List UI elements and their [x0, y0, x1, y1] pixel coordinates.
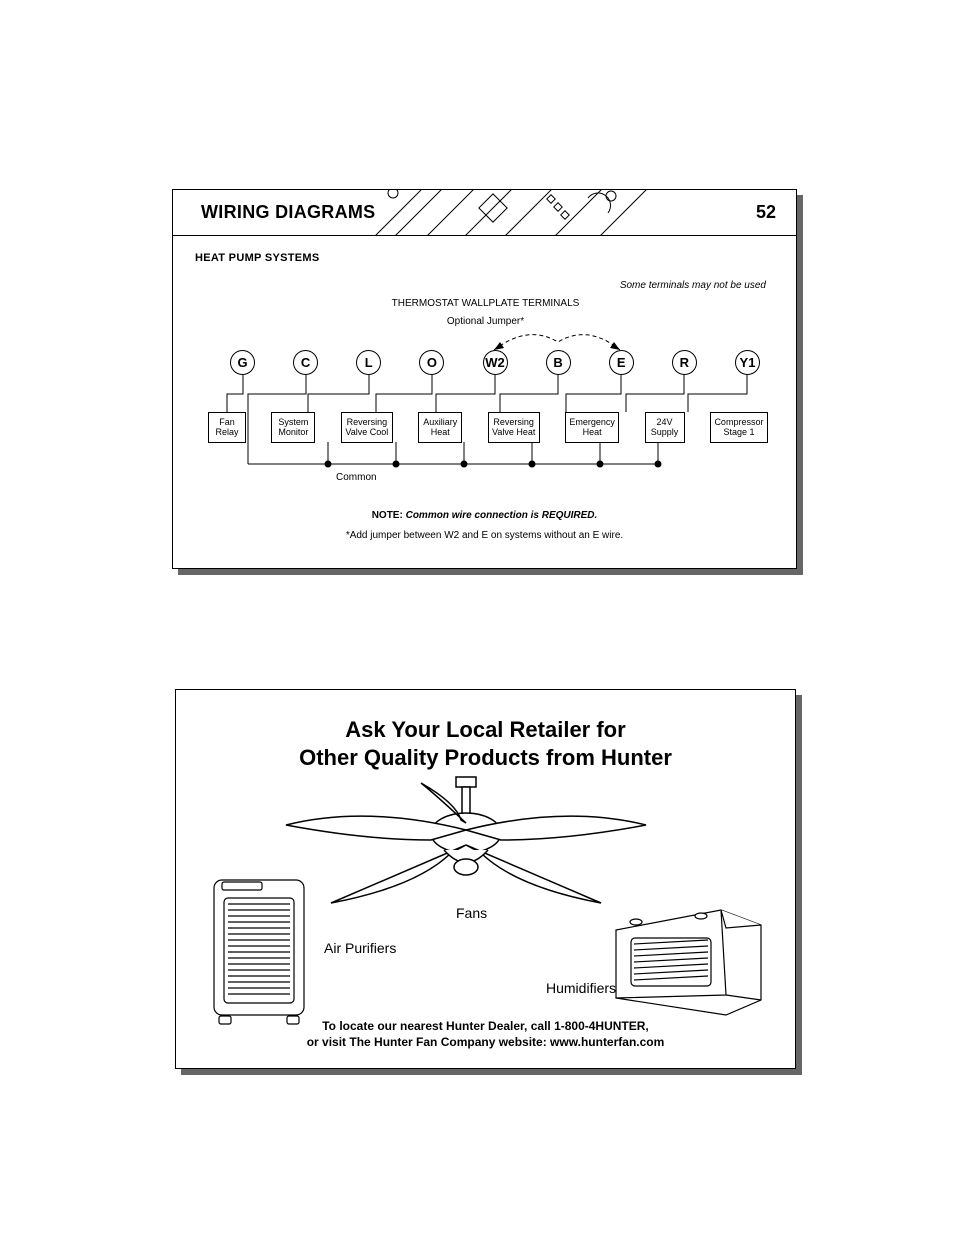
ad-panel: Ask Your Local Retailer for Other Qualit…: [175, 689, 796, 1069]
desc-line1: Auxiliary: [421, 417, 459, 427]
desc-box-2: ReversingValve Cool: [341, 412, 393, 443]
ad-heading: Ask Your Local Retailer for Other Qualit…: [176, 690, 795, 771]
desc-line2: Relay: [211, 427, 243, 437]
desc-line1: System: [274, 417, 312, 427]
desc-line2: Supply: [648, 427, 682, 437]
humidifier-icon: [606, 900, 771, 1020]
wiring-diagram: THERMOSTAT WALLPLATE TERMINALS Optional …: [208, 294, 763, 494]
section-header: WIRING DIAGRAMS 52: [173, 190, 796, 236]
ad-heading-line1: Ask Your Local Retailer for: [176, 716, 795, 744]
terminal-e: E: [609, 350, 634, 375]
note-required-text: Common wire connection is REQUIRED.: [406, 510, 598, 521]
section-title: WIRING DIAGRAMS: [201, 202, 376, 223]
desc-line2: Monitor: [274, 427, 312, 437]
terminal-y1: Y1: [735, 350, 760, 375]
desc-line1: Compressor: [713, 417, 765, 427]
note-prefix: NOTE:: [372, 510, 406, 521]
terminals-row: G C L O W2 B E R Y1: [230, 350, 760, 375]
desc-box-6: 24VSupply: [645, 412, 685, 443]
desc-box-3: AuxiliaryHeat: [418, 412, 462, 443]
wiring-diagram-panel: WIRING DIAGRAMS 52 HEAT PUMP SYSTEMS Som…: [172, 189, 797, 569]
terminal-r: R: [672, 350, 697, 375]
terminal-o: O: [419, 350, 444, 375]
desc-line1: Reversing: [491, 417, 537, 427]
terminal-l: L: [356, 350, 381, 375]
desc-line2: Heat: [421, 427, 459, 437]
note-required: NOTE: Common wire connection is REQUIRED…: [173, 510, 796, 521]
terminal-w2: W2: [483, 350, 508, 375]
wiring-lines: [208, 294, 763, 494]
terminal-b: B: [546, 350, 571, 375]
ceiling-fan-icon: [276, 775, 656, 915]
desc-box-1: SystemMonitor: [271, 412, 315, 443]
terminal-g: G: [230, 350, 255, 375]
note-jumper: *Add jumper between W2 and E on systems …: [173, 530, 796, 541]
desc-line1: Fan: [211, 417, 243, 427]
fans-label: Fans: [456, 905, 487, 921]
subheading: HEAT PUMP SYSTEMS: [195, 252, 320, 264]
terminal-c: C: [293, 350, 318, 375]
desc-line1: Reversing: [344, 417, 390, 427]
ad-heading-line2: Other Quality Products from Hunter: [176, 744, 795, 772]
desc-line2: Valve Heat: [491, 427, 537, 437]
header-decoration-icon: [373, 190, 673, 236]
common-label: Common: [336, 472, 377, 483]
ad-footer-line1: To locate our nearest Hunter Dealer, cal…: [176, 1018, 795, 1034]
ad-footer: To locate our nearest Hunter Dealer, cal…: [176, 1018, 795, 1050]
desc-line1: 24V: [648, 417, 682, 427]
page-number: 52: [756, 202, 776, 223]
desc-line1: Emergency: [568, 417, 616, 427]
desc-box-5: EmergencyHeat: [565, 412, 619, 443]
desc-box-0: FanRelay: [208, 412, 246, 443]
humidifiers-label: Humidifiers: [546, 980, 616, 996]
ad-footer-line2: or visit The Hunter Fan Company website:…: [176, 1034, 795, 1050]
descriptions-row: FanRelaySystemMonitorReversingValve Cool…: [208, 412, 768, 443]
top-note: Some terminals may not be used: [620, 280, 766, 291]
air-purifiers-label: Air Purifiers: [324, 940, 396, 956]
air-purifier-icon: [204, 870, 314, 1030]
desc-box-4: ReversingValve Heat: [488, 412, 540, 443]
desc-line2: Stage 1: [713, 427, 765, 437]
desc-box-7: CompressorStage 1: [710, 412, 768, 443]
desc-line2: Valve Cool: [344, 427, 390, 437]
desc-line2: Heat: [568, 427, 616, 437]
